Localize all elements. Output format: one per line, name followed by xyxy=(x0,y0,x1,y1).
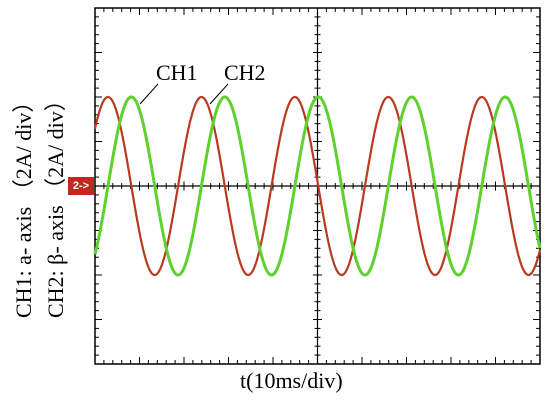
grid xyxy=(94,7,541,365)
ch1-annotation-leader xyxy=(139,83,159,105)
traces xyxy=(93,95,542,277)
trace-ch1 xyxy=(93,95,542,277)
ch2-annotation-leader xyxy=(209,83,229,105)
ch1-y-axis-label: CH1: a- axis （2A/ div） xyxy=(11,90,36,318)
ch2-annotation: CH2 xyxy=(224,60,266,85)
series-annotations: CH1 CH2 xyxy=(139,60,266,105)
channel-2-ground-marker: 2-> xyxy=(68,177,94,195)
x-axis-label: t(10ms/div) xyxy=(240,368,343,393)
ch2-y-axis-label: CH2: β- axis （2A/ div） xyxy=(43,89,68,318)
ch1-annotation: CH1 xyxy=(156,60,198,85)
trace-ch2 xyxy=(93,95,542,277)
